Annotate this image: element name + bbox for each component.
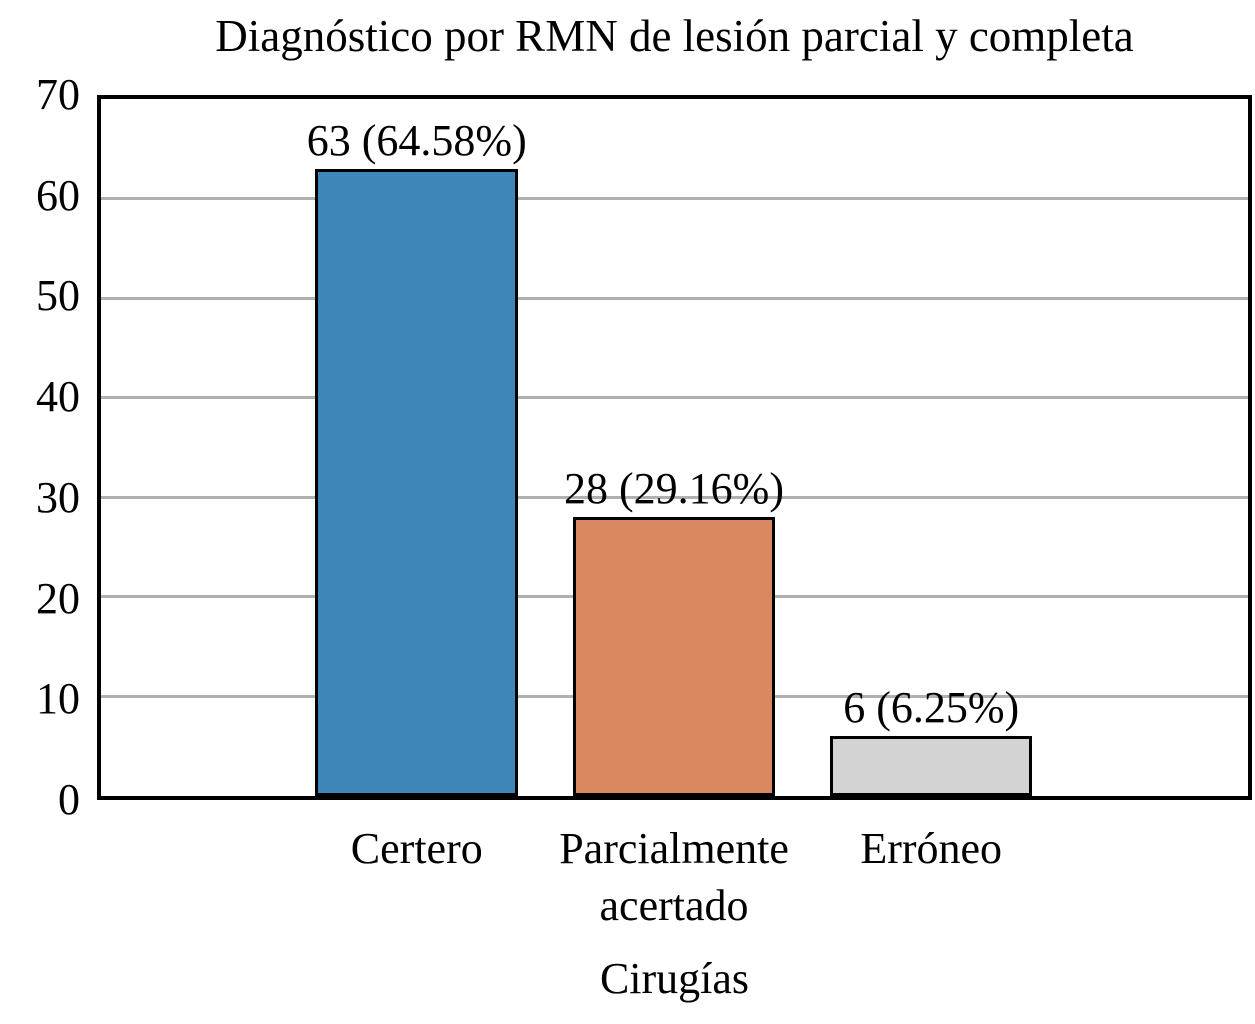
gridline [101,296,1248,300]
bar-certero: 63 (64.58%) [307,118,527,796]
bar-value-label: 63 (64.58%) [306,115,527,165]
y-tick-label: 60 [36,170,80,220]
plot-area: 63 (64.58%) 28 (29.16%) 6 (6.25%) [97,95,1252,800]
bar-erroneo: 6 (6.25%) [829,686,1033,796]
gridline [101,396,1248,400]
y-tick-label: 20 [36,573,80,623]
bar-parcialmente-acertado: 28 (29.16%) [564,467,784,796]
x-axis-title: Cirugías [599,954,750,1003]
x-category-label-erroneo: Erróneo [860,824,1003,873]
bar-value-label: 28 (29.16%) [564,464,784,514]
y-tick-label: 30 [36,472,80,522]
x-category-label-certero: Certero [350,824,483,873]
gridline [101,495,1248,499]
y-tick-label: 50 [36,271,80,321]
x-category-label-parcialmente-acertado: Parcialmente acertado [559,824,789,931]
chart-title: Diagnóstico por RMN de lesión parcial y … [215,11,1134,61]
gridline [101,197,1248,201]
y-tick-label: 70 [36,70,80,119]
y-tick-label: 10 [36,674,80,724]
bar-value-label: 6 (6.25%) [843,683,1020,733]
y-tick-label: 0 [58,775,80,824]
y-tick-label: 40 [36,372,80,422]
